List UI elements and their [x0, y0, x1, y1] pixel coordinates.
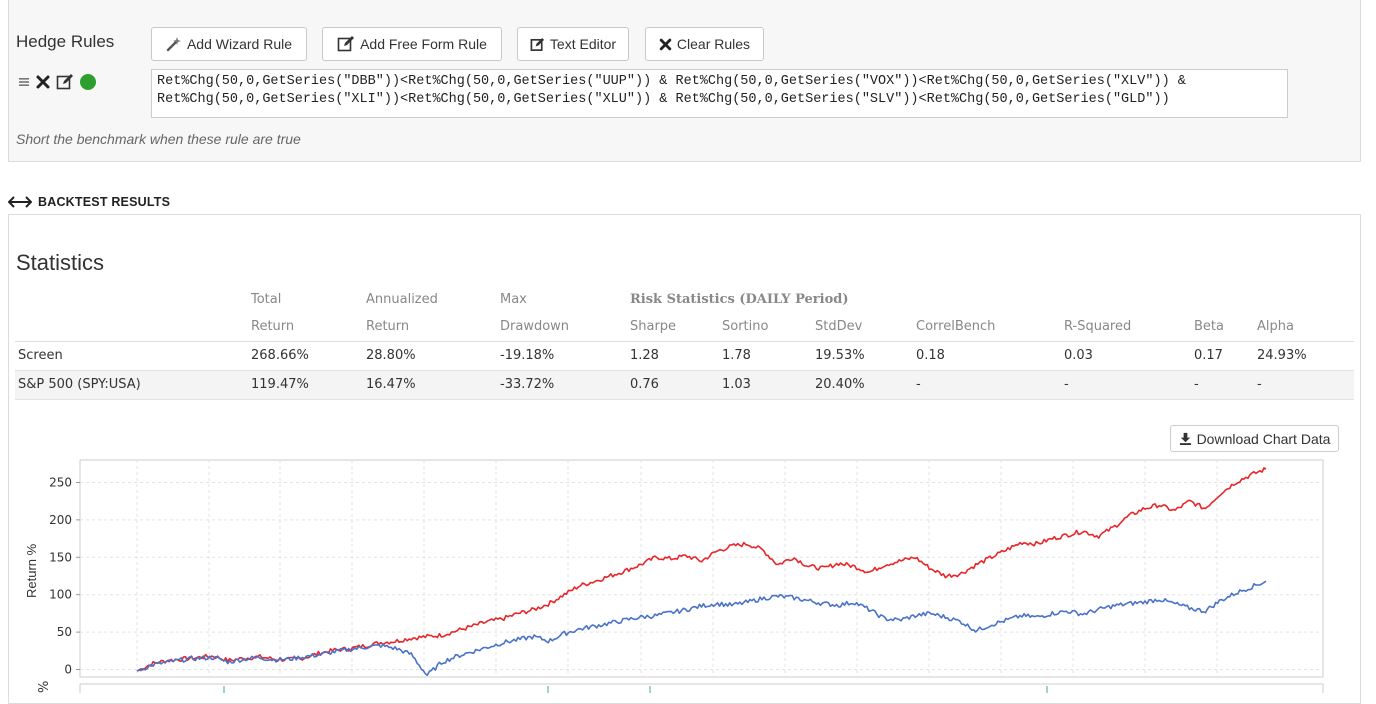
header-row-1: Total Annualized Max Risk Statistics (DA… — [15, 285, 1354, 313]
series-line-2 — [136, 580, 1267, 677]
header-cell: Sortino — [719, 313, 812, 342]
lower-axis-label: % — [37, 681, 52, 693]
table-cell: - — [1191, 370, 1254, 400]
table-row: Screen 268.66% 28.80% -19.18% 1.28 1.78 … — [15, 341, 1354, 371]
table-cell: 1.03 — [719, 370, 812, 400]
y-tick-label: 100 — [49, 588, 72, 602]
table-cell: 0.76 — [627, 370, 719, 400]
y-tick-label: 200 — [49, 513, 72, 527]
hedge-rules-title: Hedge Rules — [16, 32, 115, 51]
table-cell: 16.47% — [363, 370, 497, 400]
close-icon — [659, 38, 672, 50]
table-cell: 20.40% — [812, 370, 913, 400]
table-cell: 119.47% — [248, 370, 363, 400]
table-cell: - — [1061, 370, 1191, 400]
edit-box-icon — [530, 37, 544, 51]
drag-handle-icon[interactable] — [18, 75, 30, 89]
table-cell: -19.18% — [497, 341, 627, 371]
table-cell: 268.66% — [248, 341, 363, 371]
rule-controls — [18, 73, 97, 91]
header-cell: Return — [363, 313, 497, 342]
table-cell: 19.53% — [812, 341, 913, 371]
clear-rules-button[interactable]: Clear Rules — [645, 27, 764, 61]
lower-panel — [79, 683, 1324, 693]
table-cell: 0.03 — [1061, 341, 1191, 371]
backtest-results-title: BACKTEST RESULTS — [38, 195, 171, 209]
table-cell: 0.18 — [913, 341, 1061, 371]
header-cell: R-Squared — [1061, 313, 1191, 342]
clear-rules-label: Clear Rules — [676, 36, 751, 52]
edit-icon — [337, 36, 355, 52]
table-row: S&P 500 (SPY:USA) 119.47% 16.47% -33.72%… — [15, 370, 1354, 400]
header-cell: Max — [500, 291, 527, 307]
table-cell: S&P 500 (SPY:USA) — [15, 370, 248, 400]
header-cell — [15, 313, 248, 342]
plot-area — [79, 459, 1324, 678]
statistics-title: Statistics — [16, 250, 105, 275]
header-cell: Return — [248, 313, 363, 342]
status-dot-icon — [80, 74, 96, 90]
table-cell: 0.17 — [1191, 341, 1254, 371]
header-cell: Annualized — [366, 291, 438, 307]
risk-statistics-header: Risk Statistics (DAILY Period) — [630, 291, 849, 307]
delete-rule-icon[interactable] — [35, 74, 51, 90]
table-cell: 1.28 — [627, 341, 719, 371]
backtest-results-toggle[interactable]: BACKTEST RESULTS — [8, 195, 170, 209]
y-tick-label: 0 — [64, 663, 72, 677]
y-tick-label: 50 — [57, 625, 72, 639]
add-free-form-rule-label: Add Free Form Rule — [360, 36, 487, 52]
download-chart-data-label: Download Chart Data — [1196, 430, 1331, 447]
header-cell: Beta — [1191, 313, 1254, 342]
rule-expression-field[interactable]: Ret%Chg(50,0,GetSeries("DBB"))<Ret%Chg(5… — [151, 69, 1288, 118]
text-editor-button[interactable]: Text Editor — [517, 27, 629, 61]
header-cell: Sharpe — [627, 313, 719, 342]
y-tick-label: 250 — [49, 475, 72, 489]
rule-line-2: Ret%Chg(50,0,GetSeries("XLI"))<Ret%Chg(5… — [157, 92, 1170, 107]
rule-hint-text: Short the benchmark when these rule are … — [16, 131, 301, 147]
download-chart-data-button[interactable]: Download Chart Data — [1170, 425, 1339, 452]
edit-rule-icon[interactable] — [56, 73, 74, 91]
table-cell: Screen — [15, 341, 248, 371]
download-icon — [1179, 432, 1191, 445]
rule-line-1: Ret%Chg(50,0,GetSeries("DBB"))<Ret%Chg(5… — [157, 74, 1186, 89]
header-cell: CorrelBench — [913, 313, 1061, 342]
header-row-2: Return Return Drawdown Sharpe Sortino St… — [15, 313, 1354, 342]
table-cell: 1.78 — [719, 341, 812, 371]
table-cell: 24.93% — [1254, 341, 1354, 371]
text-editor-label: Text Editor — [549, 36, 617, 52]
header-cell: Alpha — [1254, 313, 1354, 342]
table-cell: - — [913, 370, 1061, 400]
header-cell: Drawdown — [497, 313, 627, 342]
statistics-table: Total Annualized Max Risk Statistics (DA… — [15, 285, 1354, 400]
table-cell: -33.72% — [497, 370, 627, 400]
add-free-form-rule-button[interactable]: Add Free Form Rule — [322, 27, 502, 61]
table-cell: - — [1254, 370, 1354, 400]
y-tick-label: 150 — [49, 550, 72, 564]
add-wizard-rule-label: Add Wizard Rule — [186, 36, 293, 52]
table-cell: 28.80% — [363, 341, 497, 371]
expand-arrows-icon — [8, 196, 32, 208]
add-wizard-rule-button[interactable]: Add Wizard Rule — [151, 27, 307, 61]
wand-icon — [166, 37, 181, 52]
header-cell: StdDev — [812, 313, 913, 342]
header-cell: Total — [251, 291, 282, 307]
